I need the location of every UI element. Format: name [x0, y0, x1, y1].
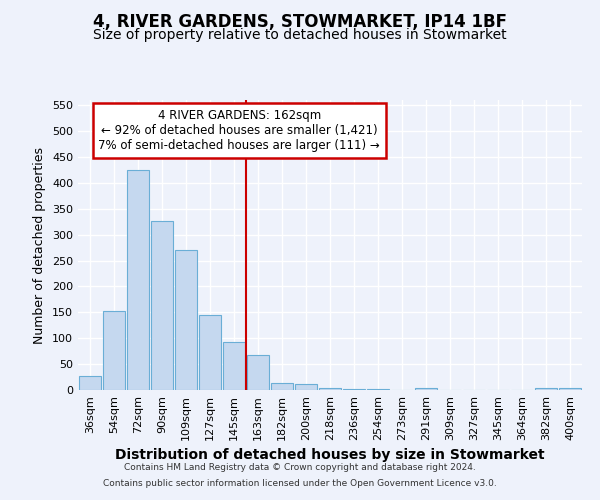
- Bar: [295, 384, 317, 390]
- Text: Size of property relative to detached houses in Stowmarket: Size of property relative to detached ho…: [93, 28, 507, 42]
- Bar: [319, 388, 341, 390]
- Bar: [175, 250, 197, 390]
- Bar: [223, 342, 245, 390]
- Bar: [271, 384, 293, 390]
- Bar: [199, 315, 221, 390]
- Text: Contains HM Land Registry data © Crown copyright and database right 2024.: Contains HM Land Registry data © Crown c…: [124, 464, 476, 472]
- Bar: [247, 355, 269, 390]
- Bar: [535, 388, 557, 390]
- Bar: [103, 311, 125, 390]
- Bar: [559, 388, 581, 390]
- Bar: [79, 376, 101, 390]
- Bar: [415, 388, 437, 390]
- Bar: [127, 170, 149, 390]
- Text: Contains public sector information licensed under the Open Government Licence v3: Contains public sector information licen…: [103, 478, 497, 488]
- Text: 4, RIVER GARDENS, STOWMARKET, IP14 1BF: 4, RIVER GARDENS, STOWMARKET, IP14 1BF: [93, 12, 507, 30]
- Bar: [343, 389, 365, 390]
- Y-axis label: Number of detached properties: Number of detached properties: [34, 146, 46, 344]
- X-axis label: Distribution of detached houses by size in Stowmarket: Distribution of detached houses by size …: [115, 448, 545, 462]
- Text: 4 RIVER GARDENS: 162sqm
← 92% of detached houses are smaller (1,421)
7% of semi-: 4 RIVER GARDENS: 162sqm ← 92% of detache…: [98, 108, 380, 152]
- Bar: [151, 220, 173, 390]
